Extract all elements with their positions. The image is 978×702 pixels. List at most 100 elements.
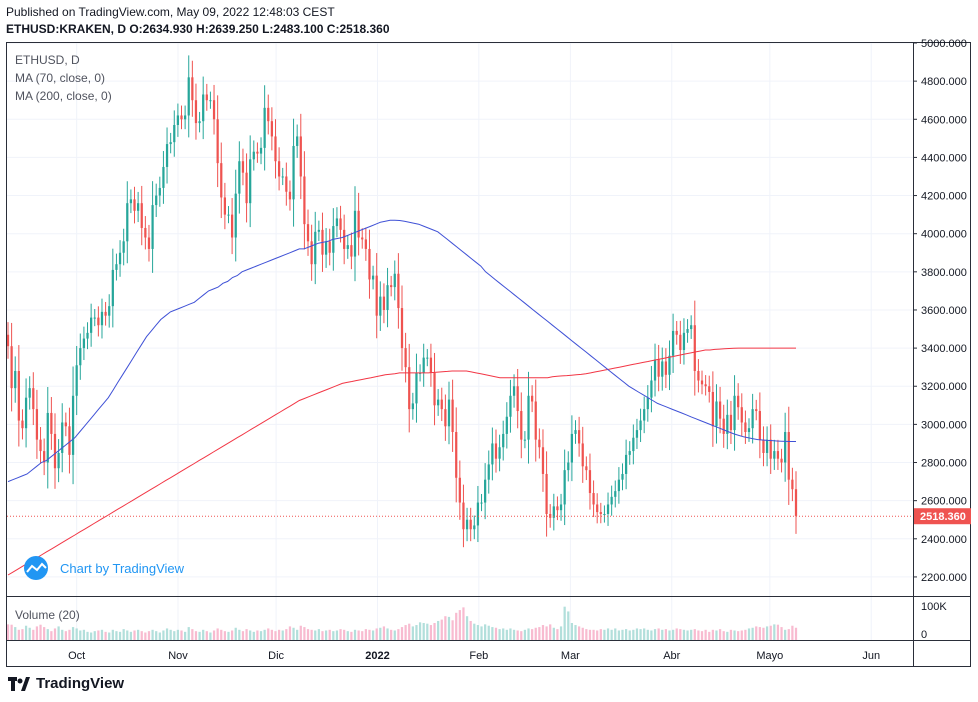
volume-bar — [292, 627, 295, 640]
volume-bar — [780, 627, 783, 640]
volume-bar — [147, 631, 151, 640]
candle-body — [133, 199, 136, 211]
volume-bar — [245, 629, 248, 640]
candle-body — [79, 348, 82, 366]
volume-bar — [635, 628, 639, 640]
volume-bar — [606, 628, 610, 640]
volume-axis: 100K 0 — [921, 601, 947, 641]
volume-bar — [126, 630, 129, 640]
time-axis: Oct Nov Dic 2022 Feb Mar Abr Mayo Jun — [68, 650, 880, 662]
candle-body — [303, 176, 306, 225]
candle-body — [90, 317, 93, 333]
volume-bar — [205, 631, 208, 640]
candle-body — [183, 115, 187, 120]
candle-body — [68, 426, 71, 455]
candle-body — [165, 144, 169, 167]
volume-bar — [343, 629, 346, 640]
candle-body — [610, 496, 613, 505]
candle-body — [238, 161, 241, 194]
volume-bar — [722, 631, 725, 640]
candle-body — [606, 504, 610, 515]
candle-body — [43, 451, 46, 463]
candle-body — [581, 443, 584, 467]
volume-bar — [643, 628, 646, 640]
candle-body — [361, 237, 364, 240]
candle-body — [346, 245, 349, 249]
candle-body — [86, 332, 89, 339]
candle-body — [198, 121, 201, 124]
candle-body — [599, 512, 602, 515]
candle-body — [686, 329, 689, 333]
candle-body — [299, 136, 302, 177]
legend-symbol: ETHUSD, D — [15, 53, 80, 67]
candle-body — [465, 519, 469, 530]
candle-body — [277, 161, 281, 177]
volume-bar — [787, 629, 790, 640]
candle-body — [469, 519, 472, 530]
volume-bar — [639, 629, 642, 640]
volume-bar — [451, 620, 454, 640]
candle-body — [173, 124, 176, 143]
volume-bar — [617, 630, 621, 640]
volume-bar — [415, 625, 418, 640]
volume-bar — [335, 630, 339, 640]
price-tick-label: 4600.000 — [921, 114, 967, 126]
candle-body — [458, 477, 461, 503]
candle-body — [296, 136, 299, 146]
candle-body — [400, 308, 404, 349]
volume-bar — [671, 629, 675, 640]
candle-body — [552, 506, 555, 518]
volume-bar — [324, 630, 328, 640]
candle-body — [100, 311, 104, 326]
candle-body — [35, 409, 39, 440]
volume-bar — [570, 623, 574, 640]
candle-body — [335, 218, 339, 227]
volume-bar — [791, 625, 794, 640]
candle-body — [447, 399, 451, 427]
chart-by-tradingview[interactable]: Chart by TradingView — [22, 556, 184, 580]
candle-body — [733, 395, 736, 431]
candle-body — [426, 357, 429, 359]
volume-bar — [216, 628, 219, 640]
candle-body — [379, 296, 382, 316]
volume-bar — [212, 630, 216, 640]
volume-bar — [137, 629, 140, 640]
volume-bar — [411, 626, 414, 640]
volume-bar — [715, 630, 718, 640]
candle-body — [708, 386, 711, 392]
volume-bar — [64, 631, 67, 640]
candle-body — [202, 94, 205, 122]
candle-body — [220, 163, 223, 198]
candle-body — [39, 439, 42, 452]
candle-body — [169, 142, 172, 145]
candle-body — [6, 334, 10, 347]
volume-bar — [256, 630, 259, 640]
candles — [6, 55, 798, 548]
candle-body — [404, 348, 407, 368]
volume-bar — [632, 629, 635, 640]
candle-body — [324, 241, 328, 255]
candle-body — [364, 239, 367, 249]
time-tick-label: 2022 — [365, 650, 389, 662]
volume-bar — [596, 630, 599, 640]
candle-body — [137, 203, 140, 211]
volume-bar — [263, 629, 266, 640]
candle-body — [115, 264, 118, 270]
legend-ma200: MA (200, close, 0) — [15, 89, 112, 103]
candle-body — [151, 205, 154, 249]
price-tick-label: 2600.000 — [921, 496, 967, 508]
candle-body — [53, 433, 57, 469]
volume-bar — [17, 629, 20, 640]
candle-body — [122, 241, 125, 253]
candle-body — [234, 193, 237, 238]
volume-bar — [509, 628, 512, 640]
candle-body — [762, 439, 765, 453]
candle-body — [588, 470, 592, 494]
candle-body — [415, 372, 418, 404]
volume-bar — [476, 625, 480, 640]
candle-body — [632, 437, 635, 452]
volume-bar — [491, 627, 494, 640]
candle-body — [480, 502, 483, 504]
footer-logo[interactable]: TradingView — [8, 675, 124, 692]
